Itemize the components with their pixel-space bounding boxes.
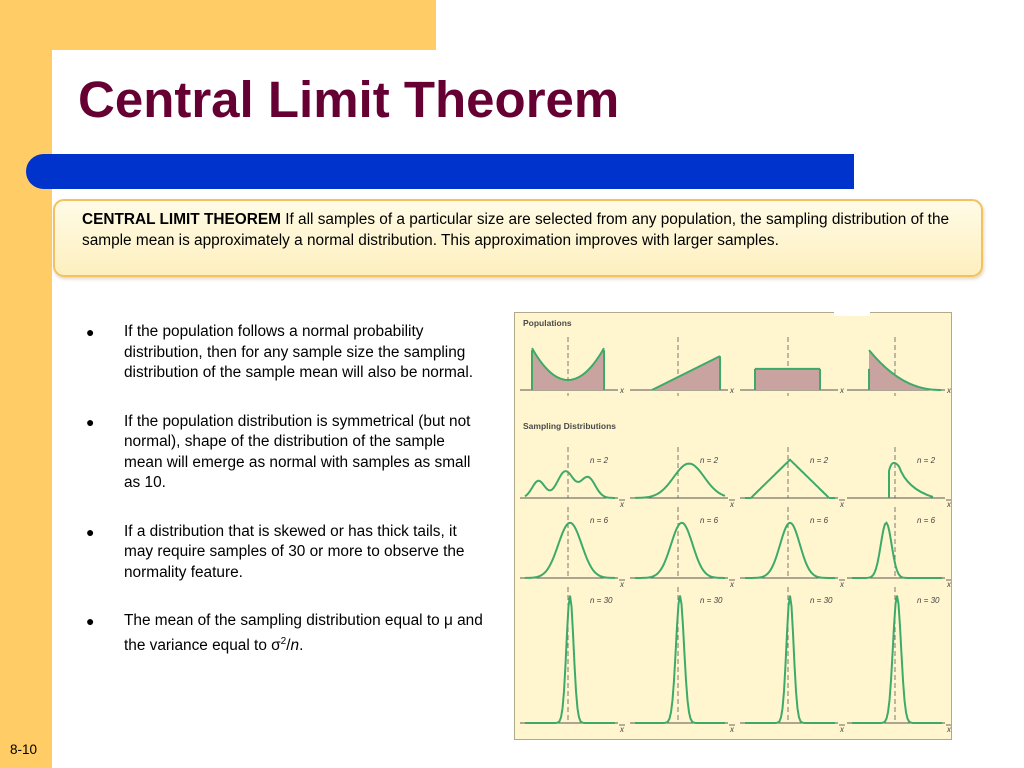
xbar-axis-label: x: [619, 725, 625, 734]
sampling-curve-n30: [635, 595, 725, 724]
xbar-axis-label: x: [729, 725, 735, 734]
bullet-dot-icon: ●: [86, 523, 95, 540]
sample-size-label: n = 6: [917, 516, 936, 525]
sample-size-label: n = 6: [700, 516, 719, 525]
sample-size-label: n = 30: [700, 596, 723, 605]
distribution-panels: x x x x x n = 2 x n = 2 x n = 2 x n = 2 x n = 6 x n = 6…: [520, 337, 951, 734]
x-axis-label: x: [839, 386, 845, 395]
sampling-curve-n30: [852, 595, 942, 724]
bullet-text: If a distribution that is skewed or has …: [124, 522, 465, 581]
bullet-italic-n: n: [290, 636, 300, 654]
sampling-curve-n2: [524, 470, 615, 499]
figure-notch: [834, 307, 870, 316]
sampling-curve-n30: [525, 595, 615, 724]
sampling-curve-n6: [635, 521, 725, 579]
bullet-item: ● If the population distribution is symme…: [84, 412, 484, 494]
bullet-text: If the population follows a normal proba…: [124, 323, 474, 381]
bullet-list: ● If the population follows a normal prob…: [84, 322, 484, 656]
bullet-end: .: [299, 636, 304, 654]
title-underline-bar: [26, 154, 854, 189]
top-frame-bar: [0, 0, 436, 50]
xbar-axis-label: x: [946, 725, 951, 734]
sampling-curve-n6: [524, 521, 616, 579]
x-axis-label: x: [946, 386, 951, 395]
xbar-axis-label: x: [729, 580, 735, 589]
definition-box: CENTRAL LIMIT THEOREM If all samples of …: [53, 199, 983, 277]
bullet-item: ● The mean of the sampling distribution e…: [84, 611, 484, 656]
slide-number: 8-10: [10, 742, 38, 757]
xbar-axis-label: x: [839, 725, 845, 734]
sample-size-label: n = 2: [590, 456, 609, 465]
bullet-dot-icon: ●: [86, 324, 95, 340]
sample-size-label: n = 30: [590, 596, 613, 605]
bullet-text: If the population distribution is symmet…: [124, 412, 471, 492]
xbar-axis-label: x: [839, 580, 845, 589]
left-frame-bar: [0, 0, 52, 768]
xbar-axis-label: x: [619, 580, 625, 589]
sampling-curve-n2: [888, 461, 934, 498]
sample-size-label: n = 2: [917, 456, 936, 465]
bullet-superscript: 2: [280, 635, 287, 647]
xbar-axis-label: x: [729, 500, 735, 509]
sample-size-label: n = 2: [810, 456, 829, 465]
slide-title: Central Limit Theorem: [78, 71, 620, 128]
bullet-slash: /: [286, 636, 291, 654]
definition-text: If all samples of a particular size are …: [82, 211, 950, 249]
sample-size-label: n = 30: [917, 596, 940, 605]
population-area: [532, 348, 604, 390]
xbar-axis-label: x: [946, 500, 951, 509]
xbar-axis-label: x: [619, 500, 625, 509]
population-curve: [531, 347, 605, 381]
bullet-dot-icon: ●: [86, 413, 95, 430]
population-area: [755, 368, 820, 390]
x-axis-label: x: [619, 386, 625, 395]
bullet-dot-icon: ●: [86, 613, 95, 629]
definition-term: CENTRAL LIMIT THEOREM: [82, 211, 281, 228]
sample-size-label: n = 6: [590, 516, 609, 525]
sampling-curve-n30: [745, 595, 835, 724]
population-curve: [651, 355, 721, 391]
sampling-curve-n6: [745, 521, 835, 579]
sample-size-label: n = 2: [700, 456, 719, 465]
sampling-distributions-label: Sampling Distributions: [523, 421, 617, 431]
x-axis-label: x: [729, 386, 735, 395]
sampling-curve-n2: [745, 458, 835, 499]
xbar-axis-label: x: [946, 580, 951, 589]
sample-size-label: n = 30: [810, 596, 833, 605]
bullet-item: ● If a distribution that is skewed or has…: [84, 522, 484, 584]
population-area: [869, 350, 941, 390]
sample-size-label: n = 6: [810, 516, 829, 525]
bullet-text-prefix: The mean of the sampling distribution eq…: [124, 612, 483, 654]
population-curve: [868, 349, 941, 391]
bullet-item: ● If the population follows a normal prob…: [84, 322, 484, 384]
xbar-axis-label: x: [839, 500, 845, 509]
sampling-curve-n6: [852, 521, 942, 579]
sampling-curve-n2: [635, 462, 726, 499]
populations-label: Populations: [523, 318, 572, 328]
